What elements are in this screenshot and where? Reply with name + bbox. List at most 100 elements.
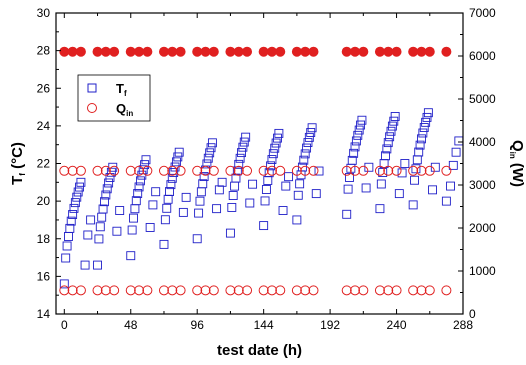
tf-point	[112, 226, 122, 236]
tf-point	[227, 202, 237, 212]
tf-point	[302, 143, 312, 153]
tf-point	[295, 179, 305, 189]
qin-point	[308, 46, 319, 57]
tf-point	[349, 148, 359, 158]
qin-point	[441, 165, 452, 176]
tf-point	[203, 153, 213, 163]
qin-point	[416, 285, 427, 296]
tf-point	[230, 181, 240, 191]
qin-point	[358, 46, 369, 57]
qin-point	[142, 285, 153, 296]
tf-point	[314, 166, 324, 176]
tf-point	[66, 216, 76, 226]
tf-point	[141, 155, 151, 165]
qin-point	[341, 46, 352, 57]
y-left-tick-label: 18	[37, 232, 51, 246]
qin-point	[142, 165, 153, 176]
legend-tf-label: Tf	[116, 81, 127, 98]
tf-point	[281, 181, 291, 191]
tf-point	[68, 210, 78, 219]
tf-point	[126, 251, 136, 261]
qin-point	[225, 46, 236, 57]
qin-point	[109, 165, 120, 176]
y-left-tick-label: 26	[37, 81, 51, 95]
qin-point	[266, 165, 277, 176]
qin-point	[92, 165, 103, 176]
tf-point	[100, 197, 109, 207]
tf-point	[423, 108, 433, 118]
tf-point	[381, 151, 390, 161]
tf-point	[151, 187, 161, 197]
tf-point	[268, 149, 278, 159]
tf-point	[115, 206, 125, 215]
qin-point	[92, 285, 103, 296]
y-right-tick-label: 7000	[469, 6, 496, 20]
tf-point	[451, 147, 461, 157]
tf-point	[83, 230, 93, 240]
qin-point	[200, 165, 211, 176]
tf-point	[245, 198, 255, 208]
tf-point	[239, 137, 249, 147]
qin-point	[100, 285, 111, 296]
qin-point	[424, 165, 435, 176]
tf-point	[228, 191, 238, 200]
qin-point	[242, 285, 253, 296]
qin-point	[275, 285, 286, 296]
qin-point	[158, 285, 169, 296]
qin-point	[100, 165, 111, 176]
qin-point	[200, 285, 211, 296]
tf-point	[61, 253, 71, 263]
tf-point	[345, 173, 354, 182]
qin-point	[408, 285, 419, 296]
qin-point	[391, 285, 402, 296]
qin-point	[300, 165, 311, 176]
axes-layer: 0 48 96 144 192 240 288 14 16 18 20 22 24 26 28 30 0 1000…	[37, 6, 496, 332]
tf-point	[59, 279, 69, 289]
tf-point	[378, 168, 388, 178]
qin-point	[175, 46, 186, 57]
qin-point	[125, 46, 136, 57]
qin-point	[291, 46, 302, 57]
tf-point	[104, 178, 114, 188]
tf-point	[390, 112, 400, 121]
tf-point	[214, 185, 224, 195]
qin-point	[383, 46, 394, 57]
qin-point	[391, 165, 402, 176]
tf-point	[62, 241, 72, 251]
x-tick-label: 240	[387, 318, 407, 332]
tf-point	[410, 175, 419, 185]
tf-point	[343, 184, 353, 194]
tf-point	[163, 194, 173, 204]
qin-point	[59, 285, 70, 296]
tf-point	[364, 162, 374, 172]
tf-point	[130, 204, 140, 214]
y-axis-title-right: Qin (W)	[508, 140, 526, 187]
tf-point	[138, 165, 148, 175]
qin-point	[125, 285, 136, 296]
tf-point	[97, 212, 107, 222]
tf-point	[181, 192, 191, 202]
tf-point	[127, 225, 137, 235]
tf-point	[347, 155, 357, 165]
qin-point	[167, 46, 178, 57]
qin-point	[67, 46, 78, 57]
qin-point	[167, 285, 178, 296]
qin-point	[142, 46, 153, 57]
y-left-tick-label: 28	[37, 44, 51, 58]
tf-point	[165, 187, 174, 196]
tf-point	[356, 120, 366, 130]
qin-point	[134, 46, 145, 57]
tf-point	[412, 155, 422, 165]
qin-point	[67, 285, 78, 296]
qin-point	[408, 46, 419, 57]
qin-point	[109, 46, 120, 57]
tf-point	[75, 182, 84, 192]
tf-point	[235, 153, 245, 163]
qin-point	[300, 46, 311, 57]
y-left-tick-label: 30	[37, 6, 51, 20]
tf-point	[159, 239, 169, 249]
y-right-tick-label: 3000	[469, 178, 496, 192]
x-tick-label: 288	[453, 318, 473, 332]
tf-point	[350, 142, 360, 152]
tf-point	[106, 167, 116, 177]
